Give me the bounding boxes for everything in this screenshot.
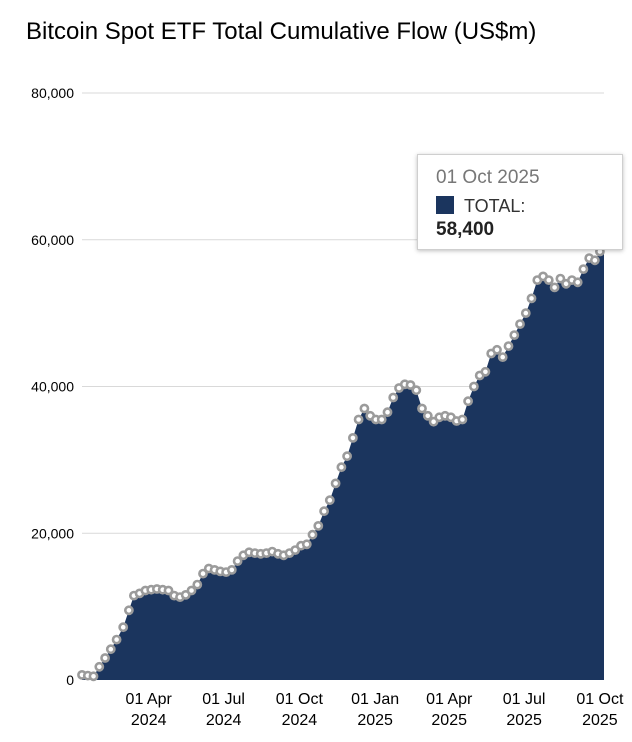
data-point: [382, 407, 393, 418]
x-tick-label: 01 Apr: [126, 691, 173, 708]
data-point: [359, 403, 370, 414]
x-tick-label: 01 Jul: [202, 691, 245, 708]
data-point: [226, 565, 237, 575]
x-tick-label-year: 2025: [357, 712, 393, 729]
y-axis-ticks: 0 20,000 40,000 60,000 80,000: [31, 85, 74, 688]
data-point: [347, 432, 358, 443]
data-point: [549, 282, 560, 293]
data-point: [163, 585, 174, 596]
data-point: [555, 273, 566, 284]
x-tick-label: 01 Jul: [503, 691, 546, 708]
data-point: [520, 308, 531, 318]
data-point: [198, 568, 208, 579]
data-point: [463, 396, 473, 407]
data-point: [307, 529, 318, 540]
data-point: [590, 255, 600, 266]
data-point: [123, 605, 134, 616]
data-point: [301, 539, 312, 550]
data-point: [313, 521, 324, 531]
data-point: [411, 385, 422, 396]
y-tick-label: 20,000: [31, 525, 74, 541]
area-fill-total: [82, 238, 604, 681]
data-point: [578, 264, 589, 274]
data-point: [422, 410, 433, 421]
x-tick-label: 01 Oct: [276, 691, 324, 708]
x-tick-label-year: 2024: [131, 712, 167, 729]
data-point: [232, 556, 243, 566]
data-point: [336, 462, 347, 473]
x-tick-label-year: 2025: [431, 712, 467, 729]
data-point: [468, 381, 479, 392]
data-point: [492, 344, 502, 355]
data-point: [342, 451, 352, 462]
x-tick-label: 01 Apr: [426, 691, 473, 708]
data-point: [457, 414, 468, 425]
tooltip-series-swatch: [436, 196, 454, 214]
data-point: [94, 661, 105, 672]
data-point: [376, 414, 387, 425]
data-point: [526, 293, 537, 304]
data-point: [88, 671, 99, 682]
data-point: [543, 275, 554, 285]
data-point: [388, 392, 399, 403]
chart-title: Bitcoin Spot ETF Total Cumulative Flow (…: [26, 18, 537, 45]
data-point: [118, 622, 129, 633]
data-point: [100, 653, 110, 663]
x-tick-label-year: 2024: [206, 712, 242, 729]
data-point: [330, 478, 341, 489]
data-point: [503, 341, 514, 351]
data-point: [186, 585, 197, 596]
tooltip-value: 58,400: [436, 219, 495, 240]
tooltip-series-row: TOTAL:: [436, 196, 604, 216]
data-point: [105, 644, 116, 655]
x-tick-label-year: 2025: [506, 712, 542, 729]
data-point: [480, 366, 491, 377]
y-tick-label: 80,000: [31, 85, 74, 101]
data-point: [405, 380, 416, 390]
tooltip-series-label: TOTAL:: [464, 196, 526, 216]
x-tick-label-year: 2024: [282, 712, 318, 729]
x-tick-label: 01 Jan: [351, 691, 399, 708]
y-tick-label: 60,000: [31, 232, 74, 248]
data-point: [111, 634, 122, 645]
data-point: [572, 277, 583, 288]
data-point: [353, 414, 364, 425]
tooltip-date: 01 Oct 2025: [436, 167, 540, 188]
data-point: [515, 319, 525, 329]
x-axis-ticks: 01 Apr 2024 01 Jul 2024 01 Oct 2024 01 Jan 2025…: [126, 691, 624, 729]
y-tick-label: 40,000: [31, 379, 74, 395]
x-tick-label-year: 2025: [582, 712, 618, 729]
y-tick-label: 0: [66, 672, 74, 688]
data-point: [417, 403, 427, 414]
data-point: [497, 352, 508, 362]
data-point: [319, 506, 329, 517]
series-markers: [77, 233, 609, 682]
series-area: [82, 238, 604, 681]
x-tick-label: 01 Oct: [576, 691, 624, 708]
data-point: [509, 330, 520, 340]
hover-tooltip: 01 Oct 2025 TOTAL: 58,400: [417, 154, 623, 250]
data-point: [192, 579, 203, 590]
data-point: [324, 495, 335, 506]
